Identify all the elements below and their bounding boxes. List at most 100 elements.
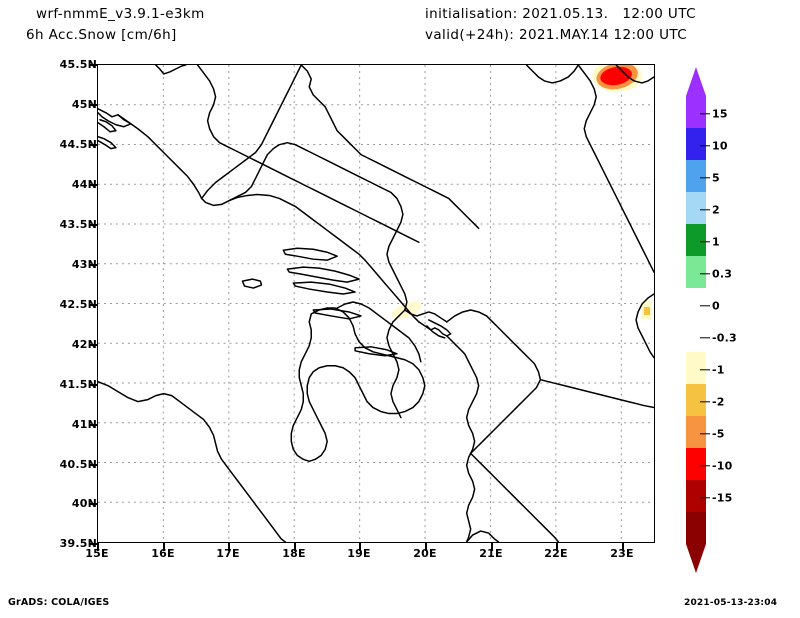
colorbar (686, 96, 706, 544)
colorbar-tick-1 (700, 241, 710, 243)
ytick-mark-45n (89, 104, 97, 106)
colorbar-band-2 (686, 160, 706, 192)
ytick-label-45-5n: 45.5N (59, 58, 97, 71)
ytick-mark-42-5n (89, 304, 97, 306)
colorbar-arrow-top (686, 67, 706, 96)
initialisation-label: initialisation: 2021.05.13. 12:00 UTC (425, 6, 696, 22)
colorbar-band-3 (686, 192, 706, 224)
colorbar-label-n0-3: -0.3 (712, 331, 737, 345)
colorbar-tick-5 (700, 177, 710, 179)
xtick-label-21e: 21E (479, 547, 503, 560)
ytick-label-44-5n: 44.5N (59, 138, 97, 151)
colorbar-label-n15: -15 (712, 491, 733, 505)
xtick-label-23e: 23E (610, 547, 634, 560)
colorbar-tick-n5 (700, 433, 710, 435)
map-gridlines (98, 65, 654, 542)
ytick-label-43-5n: 43.5N (59, 218, 97, 231)
colorbar-label-1: 1 (712, 235, 720, 249)
colorbar-band-4 (686, 224, 706, 256)
xtick-label-22e: 22E (544, 547, 568, 560)
xtick-mark-23e (622, 543, 624, 551)
colorbar-band-13 (686, 512, 706, 544)
map-coastlines-and-borders (98, 65, 654, 542)
xtick-mark-16e (163, 543, 165, 551)
colorbar-label-5: 5 (712, 171, 720, 185)
colorbar-tick-15 (700, 113, 710, 115)
ytick-mark-41-5n (89, 384, 97, 386)
colorbar-label-15: 15 (712, 107, 728, 121)
field-name-label: 6h Acc.Snow [cm/6h] (26, 27, 177, 43)
xtick-mark-18e (294, 543, 296, 551)
colorbar-arrow-bottom (686, 544, 706, 573)
xtick-label-18e: 18E (282, 547, 306, 560)
model-name-label: wrf-nmmE_v3.9.1-e3km (36, 6, 205, 22)
ytick-label-39-5n: 39.5N (59, 537, 97, 550)
colorbar-label-n2: -2 (712, 395, 725, 409)
colorbar-band-9 (686, 384, 706, 416)
colorbar-label-10: 10 (712, 139, 728, 153)
ytick-label-41-5n: 41.5N (59, 378, 97, 391)
render-timestamp: 2021-05-13-23:04 (684, 598, 778, 608)
valid-time-label: valid(+24h): 2021.MAY.14 12:00 UTC (425, 27, 688, 43)
ytick-mark-44n (89, 184, 97, 186)
grads-credit-label: GrADS: COLA/IGES (8, 597, 110, 608)
ytick-mark-39-5n (89, 543, 97, 545)
colorbar-label-n10: -10 (712, 459, 733, 473)
colorbar-band-8 (686, 352, 706, 384)
colorbar-tick-0 (700, 305, 710, 307)
colorbar-band-7 (686, 320, 706, 352)
colorbar-band-0 (686, 96, 706, 128)
colorbar-band-6 (686, 288, 706, 320)
ytick-mark-42n (89, 344, 97, 346)
colorbar-tick-0-3 (700, 273, 710, 275)
xtick-mark-15e (97, 543, 99, 551)
map-canvas (98, 65, 654, 542)
xtick-label-20e: 20E (413, 547, 437, 560)
colorbar-tick-10 (700, 145, 710, 147)
ytick-label-41n: 41N (71, 418, 97, 431)
ytick-mark-43n (89, 264, 97, 266)
colorbar-label-n1: -1 (712, 363, 725, 377)
snow-speck-east-edge-core (644, 306, 651, 315)
xtick-mark-21e (491, 543, 493, 551)
colorbar-label-n5: -5 (712, 427, 725, 441)
colorbar-tick-n10 (700, 465, 710, 467)
xtick-label-16e: 16E (151, 547, 175, 560)
xtick-label-19e: 19E (347, 547, 371, 560)
colorbar-band-1 (686, 128, 706, 160)
ytick-label-42-5n: 42.5N (59, 298, 97, 311)
xtick-mark-17e (228, 543, 230, 551)
colorbar-tick-n15 (700, 497, 710, 499)
ytick-mark-45-5n (89, 64, 97, 66)
xtick-mark-22e (556, 543, 558, 551)
ytick-mark-41n (89, 424, 97, 426)
xtick-mark-19e (359, 543, 361, 551)
xtick-mark-20e (425, 543, 427, 551)
colorbar-band-12 (686, 480, 706, 512)
ytick-mark-40-5n (89, 464, 97, 466)
map-plot-area (97, 64, 655, 543)
snow-field-shading (391, 65, 653, 319)
colorbar-tick-n2 (700, 401, 710, 403)
colorbar-label-0: 0 (712, 299, 720, 313)
colorbar-band-11 (686, 448, 706, 480)
colorbar-tick-n1 (700, 369, 710, 371)
ytick-label-43n: 43N (71, 258, 97, 271)
xtick-label-15e: 15E (85, 547, 109, 560)
colorbar-band-10 (686, 416, 706, 448)
ytick-mark-44-5n (89, 144, 97, 146)
colorbar-tick-n0-3 (700, 337, 710, 339)
ytick-label-42n: 42N (71, 338, 97, 351)
ytick-mark-40n (89, 503, 97, 505)
colorbar-label-2: 2 (712, 203, 720, 217)
colorbar-tick-2 (700, 209, 710, 211)
colorbar-label-0-3: 0.3 (712, 267, 733, 281)
ytick-label-40n: 40N (71, 497, 97, 510)
snow-blob-northeast-core (600, 66, 632, 86)
ytick-label-40-5n: 40.5N (59, 458, 97, 471)
ytick-mark-43-5n (89, 224, 97, 226)
ytick-label-45n: 45N (71, 98, 97, 111)
ytick-label-44n: 44N (71, 178, 97, 191)
colorbar-band-5 (686, 256, 706, 288)
xtick-label-17e: 17E (216, 547, 240, 560)
